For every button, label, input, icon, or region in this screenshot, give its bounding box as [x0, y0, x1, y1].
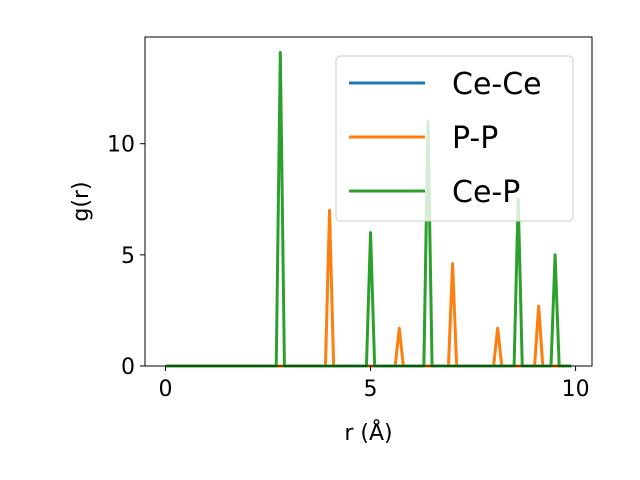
legend-label-p-p: P-P — [452, 121, 498, 156]
y-tick-label: 5 — [121, 244, 135, 269]
series-line-p-p — [165, 208, 572, 368]
plot-frame — [144, 36, 593, 367]
y-tick-label: 10 — [107, 133, 135, 158]
ticks-layer: 0 5 10 0 5 10 — [107, 133, 590, 402]
legend-label-ce-ce: Ce-Ce — [452, 67, 542, 102]
x-axis-title: r (Å) — [344, 419, 392, 446]
y-axis-title: g(r) — [69, 181, 94, 221]
x-tick-label: 0 — [159, 377, 173, 402]
legend-frame — [335, 55, 574, 222]
x-tick-label: 10 — [562, 377, 590, 402]
y-tick-label: 0 — [121, 355, 135, 380]
x-tick-label: 5 — [364, 377, 378, 402]
legend: Ce-Ce P-P Ce-P — [335, 55, 574, 222]
legend-label-ce-p: Ce-P — [452, 175, 520, 210]
